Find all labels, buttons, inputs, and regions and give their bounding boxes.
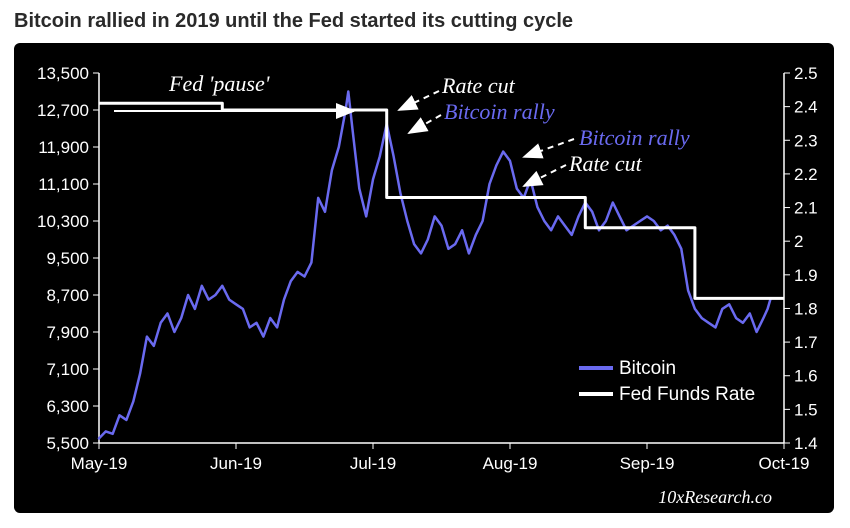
- chart-title: Bitcoin rallied in 2019 until the Fed st…: [14, 10, 836, 33]
- svg-text:9,500: 9,500: [46, 249, 89, 268]
- svg-text:Oct-19: Oct-19: [758, 454, 809, 473]
- svg-text:11,100: 11,100: [38, 175, 89, 194]
- svg-text:5,500: 5,500: [46, 434, 89, 453]
- svg-text:Aug-19: Aug-19: [483, 454, 538, 473]
- svg-text:2.1: 2.1: [794, 199, 818, 218]
- svg-text:1.7: 1.7: [794, 333, 818, 352]
- svg-text:1.6: 1.6: [794, 367, 818, 386]
- svg-text:11,900: 11,900: [38, 138, 89, 157]
- svg-text:7,900: 7,900: [46, 323, 89, 342]
- svg-text:8,700: 8,700: [46, 286, 89, 305]
- annotation-text: Bitcoin rally: [579, 125, 690, 150]
- svg-text:6,300: 6,300: [46, 397, 89, 416]
- svg-text:1.5: 1.5: [794, 400, 818, 419]
- annotation-arrow: [524, 139, 574, 157]
- svg-text:2.5: 2.5: [794, 64, 818, 83]
- svg-text:1.4: 1.4: [794, 434, 818, 453]
- svg-text:12,700: 12,700: [37, 101, 89, 120]
- svg-text:13,500: 13,500: [37, 64, 89, 83]
- svg-text:7,100: 7,100: [46, 360, 89, 379]
- annotation-arrow: [399, 91, 439, 110]
- legend-label: Bitcoin: [619, 358, 676, 379]
- svg-text:Jul-19: Jul-19: [350, 454, 396, 473]
- annotation-arrow: [409, 115, 441, 133]
- svg-text:May-19: May-19: [71, 454, 128, 473]
- svg-text:10,300: 10,300: [37, 212, 89, 231]
- svg-text:1.9: 1.9: [794, 266, 818, 285]
- annotation-text: Fed 'pause': [168, 71, 270, 96]
- svg-text:2.4: 2.4: [794, 98, 818, 117]
- svg-text:2: 2: [794, 232, 803, 251]
- watermark: 10xResearch.co: [658, 487, 772, 507]
- legend-label: Fed Funds Rate: [619, 384, 755, 405]
- svg-text:Sep-19: Sep-19: [620, 454, 675, 473]
- svg-text:2.2: 2.2: [794, 165, 818, 184]
- chart-svg: 5,500 6,300 7,100 7,900 8,700 9,500 10,300 11,1…: [14, 43, 834, 513]
- svg-text:Jun-19: Jun-19: [210, 454, 262, 473]
- svg-text:1.8: 1.8: [794, 299, 818, 318]
- svg-text:2.3: 2.3: [794, 131, 818, 150]
- annotation-text: Rate cut: [441, 73, 516, 98]
- annotation-text: Bitcoin rally: [444, 99, 555, 124]
- chart-container: 5,500 6,300 7,100 7,900 8,700 9,500 10,300 11,1…: [14, 43, 834, 513]
- annotation-text: Rate cut: [568, 151, 643, 176]
